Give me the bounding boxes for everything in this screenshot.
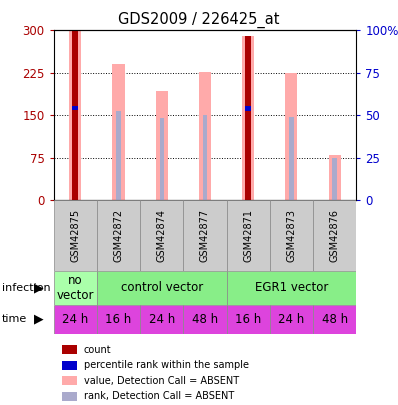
Text: count: count	[84, 345, 111, 355]
Text: percentile rank within the sample: percentile rank within the sample	[84, 360, 249, 370]
Bar	[69, 30, 81, 200]
Bar	[313, 200, 356, 271]
Text: 16 h: 16 h	[105, 313, 132, 326]
Bar	[285, 73, 297, 200]
Text: 24 h: 24 h	[278, 313, 304, 326]
Text: control vector: control vector	[121, 281, 203, 294]
Text: GSM42871: GSM42871	[243, 209, 253, 262]
Bar	[183, 305, 226, 334]
Bar	[156, 91, 168, 200]
Bar	[332, 158, 337, 200]
Bar	[113, 64, 125, 200]
Bar	[226, 200, 270, 271]
Bar	[72, 30, 78, 200]
Text: rank, Detection Call = ABSENT: rank, Detection Call = ABSENT	[84, 391, 234, 401]
Text: ▶: ▶	[34, 313, 44, 326]
Bar	[226, 305, 270, 334]
Bar	[246, 109, 250, 200]
Text: ▶: ▶	[34, 281, 44, 294]
Text: 48 h: 48 h	[322, 313, 348, 326]
Text: infection: infection	[2, 283, 51, 293]
Text: no
vector: no vector	[57, 274, 94, 302]
Bar	[289, 117, 294, 200]
Text: 16 h: 16 h	[235, 313, 261, 326]
Bar	[203, 115, 207, 200]
Bar	[97, 305, 140, 334]
Bar	[116, 111, 121, 200]
Bar	[54, 305, 97, 334]
Text: 24 h: 24 h	[148, 313, 175, 326]
Bar	[160, 118, 164, 200]
Text: GSM42872: GSM42872	[113, 209, 123, 262]
Bar	[97, 271, 226, 305]
Bar	[54, 271, 97, 305]
Bar	[97, 200, 140, 271]
Bar	[72, 106, 78, 110]
Bar	[140, 200, 183, 271]
Bar	[54, 200, 97, 271]
Bar	[245, 107, 251, 111]
Bar	[242, 36, 254, 200]
Bar	[245, 36, 251, 200]
Text: value, Detection Call = ABSENT: value, Detection Call = ABSENT	[84, 376, 239, 386]
Text: GDS2009 / 226425_at: GDS2009 / 226425_at	[118, 11, 280, 28]
Text: 48 h: 48 h	[192, 313, 218, 326]
Text: EGR1 vector: EGR1 vector	[255, 281, 328, 294]
Bar	[270, 200, 313, 271]
Bar	[140, 305, 183, 334]
Bar	[270, 305, 313, 334]
Text: GSM42876: GSM42876	[330, 209, 339, 262]
Text: time: time	[2, 314, 27, 324]
Text: GSM42877: GSM42877	[200, 209, 210, 262]
Text: GSM42873: GSM42873	[287, 209, 297, 262]
Bar	[183, 200, 226, 271]
Text: GSM42875: GSM42875	[70, 209, 80, 262]
Text: 24 h: 24 h	[62, 313, 88, 326]
Bar	[73, 108, 78, 200]
Bar	[313, 305, 356, 334]
Text: GSM42874: GSM42874	[157, 209, 167, 262]
Bar	[329, 155, 341, 200]
Bar	[199, 72, 211, 200]
Bar	[226, 271, 356, 305]
